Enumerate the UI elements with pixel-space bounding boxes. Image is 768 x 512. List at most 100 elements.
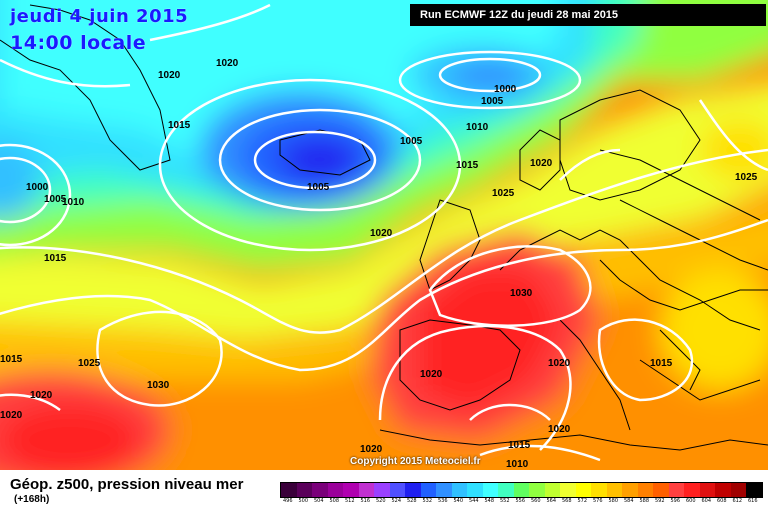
isobar-label: 1020 [216, 58, 239, 69]
isobar-label: 1020 [548, 358, 571, 369]
color-scale-tick: 516 [360, 498, 371, 504]
color-scale-cell [358, 483, 374, 497]
color-scale-tick: 512 [344, 498, 355, 504]
isobar-label: 1020 [360, 444, 383, 455]
isobar-labels: 1020 1020 1005 1000 1015 1005 1010 1005 … [0, 58, 758, 470]
isobar-label: 1020 [30, 390, 53, 401]
isobar-label: 1010 [466, 122, 489, 133]
isobar-label: 1005 [44, 194, 67, 205]
isobar-label: 1005 [400, 136, 423, 147]
color-scale-cell [544, 483, 560, 497]
z500-map: 1020 1020 1005 1000 1015 1005 1010 1005 … [0, 0, 768, 470]
color-scale-cell [281, 483, 297, 497]
isobar-label: 1015 [508, 440, 531, 451]
color-scale-cell [343, 483, 359, 497]
color-scale-tick: 612 [732, 498, 743, 504]
color-scale-tick: 548 [484, 498, 495, 504]
color-scale-cell [405, 483, 421, 497]
color-scale-ticks: 496 500 504 508 512 516 520 524 528 532 536 540 544 5… [280, 498, 761, 504]
color-scale-tick: 592 [654, 498, 665, 504]
color-scale-tick: 572 [577, 498, 588, 504]
color-scale-tick: 596 [670, 498, 681, 504]
isobar-label: 1020 [530, 158, 553, 169]
isobar-label: 1010 [506, 459, 529, 470]
isobar-label: 1025 [735, 172, 758, 183]
color-scale-tick: 544 [468, 498, 479, 504]
color-scale-tick: 580 [608, 498, 619, 504]
color-scale-tick: 500 [298, 498, 309, 504]
color-scale-cell [482, 483, 498, 497]
color-scale-tick: 588 [639, 498, 650, 504]
color-scale-cell [668, 483, 684, 497]
color-scale-cell [653, 483, 669, 497]
color-scale-cell [498, 483, 514, 497]
isobar-label: 1020 [548, 424, 571, 435]
forecast-lead: (+168h) [14, 494, 50, 505]
color-scale-cell [606, 483, 622, 497]
color-scale-tick: 616 [747, 498, 758, 504]
isobar-label: 1015 [44, 253, 67, 264]
color-scale-cell [529, 483, 545, 497]
color-scale-cell [420, 483, 436, 497]
forecast-date: jeudi 4 juin 2015 [10, 6, 189, 27]
color-scale-cell [513, 483, 529, 497]
isobar-label: 1000 [494, 84, 517, 95]
color-scale-cell [637, 483, 653, 497]
color-scale-tick: 556 [515, 498, 526, 504]
color-scale-cell [451, 483, 467, 497]
color-scale-tick: 536 [437, 498, 448, 504]
color-scale [280, 482, 763, 498]
color-scale-tick: 496 [282, 498, 293, 504]
color-scale-tick: 532 [422, 498, 433, 504]
color-scale-cell [296, 483, 312, 497]
isobar-label: 1030 [147, 380, 170, 391]
map-legend-title: Géop. z500, pression niveau mer [10, 476, 244, 493]
isobar-label: 1005 [481, 96, 504, 107]
isobar-label: 1015 [168, 120, 191, 131]
color-scale-cell [312, 483, 328, 497]
isobar-label: 1020 [420, 369, 443, 380]
copyright: Copyright 2015 Meteociel.fr [350, 456, 481, 467]
color-scale-tick: 604 [701, 498, 712, 504]
color-scale-cell [389, 483, 405, 497]
color-scale-cell [715, 483, 731, 497]
color-scale-cell [560, 483, 576, 497]
color-scale-tick: 504 [313, 498, 324, 504]
color-scale-cell [746, 483, 762, 497]
color-scale-cell [622, 483, 638, 497]
color-scale-tick: 528 [406, 498, 417, 504]
isobar-label: 1020 [370, 228, 393, 239]
isobar-label: 1015 [0, 354, 23, 365]
isobar-label: 1025 [492, 188, 515, 199]
color-scale-tick: 540 [453, 498, 464, 504]
color-scale-tick: 560 [530, 498, 541, 504]
run-info: Run ECMWF 12Z du jeudi 28 mai 2015 [410, 4, 766, 26]
isobar-label: 1025 [78, 358, 101, 369]
isobar-label: 1020 [0, 410, 23, 421]
isobar-label: 1020 [158, 70, 181, 81]
isobar-label: 1010 [62, 197, 85, 208]
color-scale-tick: 564 [546, 498, 557, 504]
color-scale-tick: 524 [391, 498, 402, 504]
isobar-label: 1015 [650, 358, 673, 369]
color-scale-cell [467, 483, 483, 497]
color-scale-cell [684, 483, 700, 497]
isobars [0, 3, 768, 462]
isobar-label: 1030 [510, 288, 533, 299]
forecast-time: 14:00 locale [10, 32, 147, 54]
color-scale-cell [730, 483, 746, 497]
color-scale-cell [436, 483, 452, 497]
color-scale-cell [699, 483, 715, 497]
color-scale-tick: 568 [561, 498, 572, 504]
isobar-label: 1000 [26, 182, 49, 193]
color-scale-tick: 520 [375, 498, 386, 504]
isobar-label: 1015 [456, 160, 479, 171]
color-scale-cell [327, 483, 343, 497]
color-scale-tick: 576 [592, 498, 603, 504]
color-scale-tick: 600 [685, 498, 696, 504]
color-scale-cell [575, 483, 591, 497]
color-scale-tick: 608 [716, 498, 727, 504]
color-scale-cell [374, 483, 390, 497]
isobar-label: 1005 [307, 182, 330, 193]
